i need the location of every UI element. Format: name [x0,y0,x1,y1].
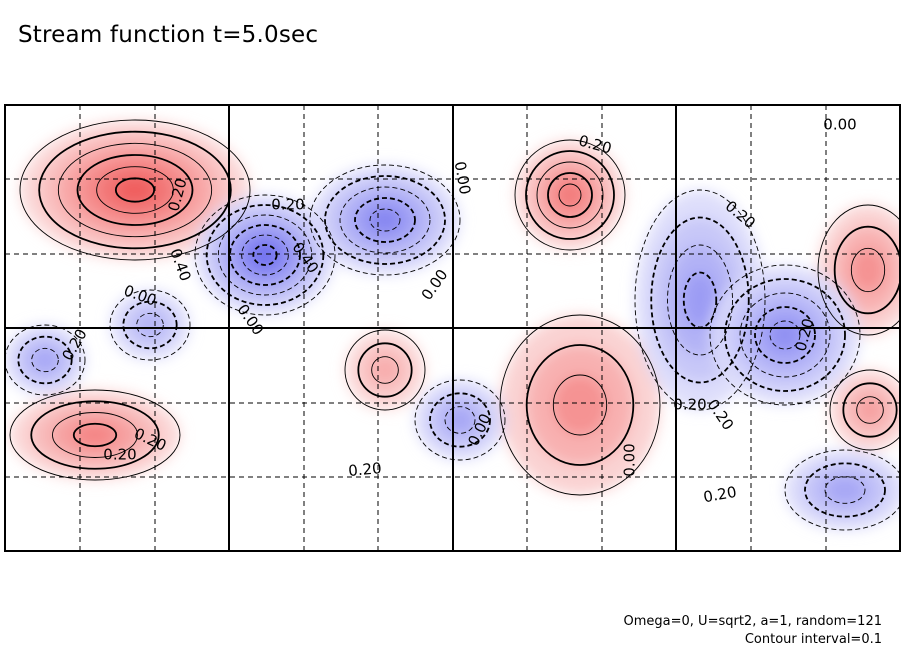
contour-line [850,247,886,293]
contour-line [429,392,491,448]
contour-line [833,225,900,315]
contour-label: 0.00 [451,160,475,196]
contour-line [57,142,213,238]
contour-line [241,234,289,276]
contour-line [558,183,582,207]
plot-frame [4,104,901,552]
contour-label: 0.00 [823,116,856,134]
contour-line [357,342,413,398]
contour-line [536,161,604,229]
contour-line [76,154,194,226]
field-band [559,184,581,206]
contour-line [217,214,313,296]
stream-function-field [5,120,900,530]
contour-line [339,186,431,254]
field-band [136,313,164,337]
contour-label: 0.00 [621,443,639,476]
contour-line [414,379,506,461]
contour-line [38,130,232,250]
contour-label: 0.20 [702,483,738,507]
contour-line [309,164,461,276]
contour-line [96,166,174,214]
contour-interval-annotation: Contour interval=0.1 [744,632,882,647]
contour-line [769,320,801,350]
contour-label: 0.20 [348,459,383,480]
contour-line [114,177,156,203]
contour-line [817,204,900,336]
field-band [553,375,607,435]
contour-line [552,374,608,436]
field-band [31,348,59,372]
contour-line [9,389,181,481]
contour-label: 0.20 [103,446,136,464]
contour-line [371,356,399,384]
plot-grid [5,105,900,551]
contour-line [829,369,900,451]
contour-line [19,119,251,261]
contour-line [842,382,898,438]
contour-line [724,278,846,392]
contour-line [324,175,446,265]
contour-line [72,422,118,448]
field-band [253,245,277,265]
contour-label: 0.20 [673,396,706,414]
contour-line [667,244,733,356]
contour-line [499,314,661,496]
contour-lines [5,119,900,531]
contour-line [754,306,816,364]
contour-line [30,400,160,470]
contour-line [514,139,626,251]
field-band [825,476,865,504]
contour-line [650,216,750,384]
contour-line [52,412,138,458]
contour-line [5,324,86,396]
contour-line [547,172,593,218]
contour-line [444,406,476,434]
contour-line [709,264,861,406]
contour-line [739,292,831,378]
contour-line [122,300,178,350]
chart-title: Stream function t=5.0sec [18,22,319,48]
contour-line [136,312,164,338]
contour-label: 0.20 [271,196,304,214]
contour-line [824,476,866,504]
parameter-annotation: Omega=0, U=sqrt2, a=1, random=121 [623,614,882,629]
contour-line [194,194,336,316]
contour-line [369,208,401,232]
contour-line [804,462,886,518]
contour-line [856,396,884,424]
contour-line [252,244,278,266]
contour-line [634,189,766,411]
contour-line [109,289,191,361]
contour-line [17,335,73,385]
contour-line [229,224,301,286]
contour-line [31,347,59,373]
field-band [851,248,885,292]
contour-line [354,197,416,243]
field-band [683,272,717,328]
field-band [73,423,117,447]
field-band [115,178,155,202]
contour-line [205,204,325,306]
contour-line [525,150,615,240]
contour-line [344,329,426,411]
